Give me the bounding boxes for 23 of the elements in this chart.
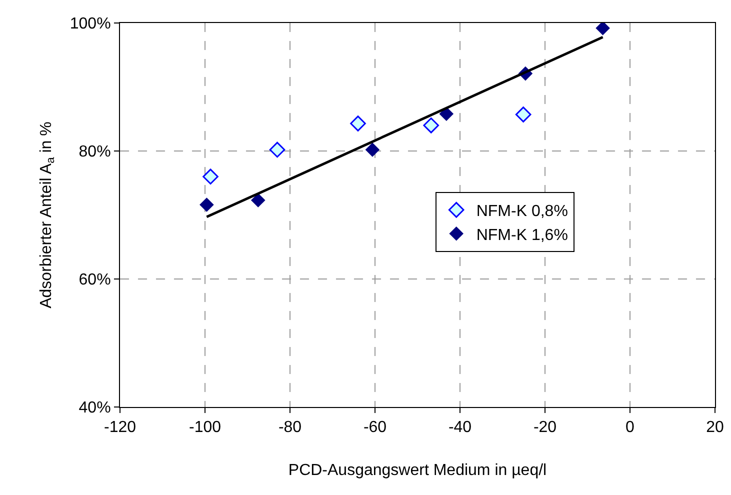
y-tick-label: 100% (70, 16, 111, 33)
legend-label: NFM-K 0,8% (476, 203, 568, 220)
point (423, 118, 439, 134)
x-tick-label: -80 (278, 419, 302, 436)
x-tick-label: -20 (533, 419, 557, 436)
x-axis-title: PCD-Ausgangswert Medium in µeq/l (288, 462, 547, 479)
point (350, 116, 366, 132)
point (365, 142, 380, 157)
y-tick-label: 60% (78, 272, 111, 289)
point (269, 142, 286, 158)
point (515, 106, 532, 122)
point (250, 193, 266, 208)
x-tick-label: -60 (363, 419, 387, 436)
x-tick-label: -120 (104, 419, 136, 436)
x-tick-label: 20 (706, 419, 724, 436)
point (202, 168, 218, 184)
point (200, 198, 214, 212)
legend-label: NFM-K 1,6% (476, 226, 568, 244)
x-tick-label: -40 (448, 419, 472, 436)
x-tick-label: -100 (188, 419, 222, 436)
x-tick-label: 0 (626, 419, 635, 436)
y-tick-label: 40% (78, 400, 111, 417)
y-tick-label: 80% (78, 144, 111, 161)
